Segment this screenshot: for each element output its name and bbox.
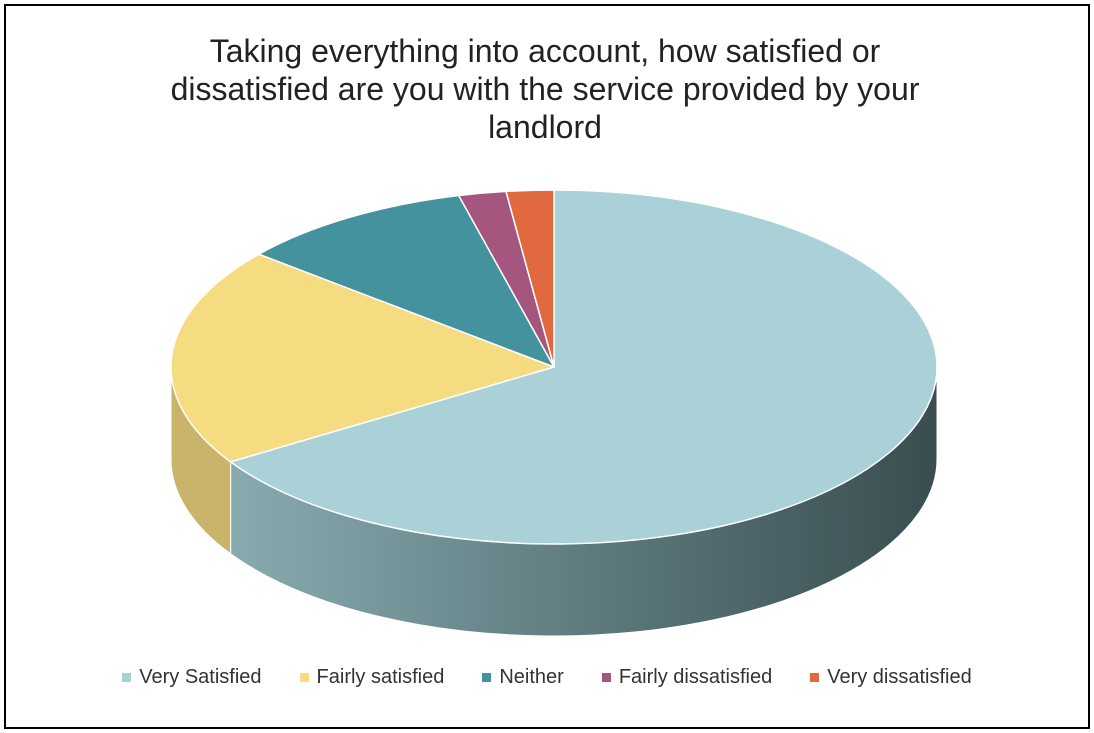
- legend-label-0: Very Satisfied: [139, 665, 262, 688]
- legend-item-0: Very Satisfied: [122, 665, 262, 689]
- legend-item-4: Very dissatisfied: [810, 666, 972, 689]
- legend-swatch-2: [482, 672, 492, 682]
- pie-slice-4: [505, 189, 555, 368]
- legend-label-1: Fairly satisfied: [316, 665, 445, 688]
- legend-label-3: Fairly dissatisfied: [618, 665, 773, 688]
- legend-label-2: Neither: [499, 665, 564, 688]
- legend-item-1: Fairly satisfied: [299, 665, 445, 689]
- pie-slice-2: [258, 194, 555, 368]
- pie-slice-0: [229, 189, 938, 545]
- chart-title: Taking everything into account, how sati…: [170, 33, 920, 145]
- pie-slice-1: [170, 253, 555, 463]
- legend-swatch-1: [299, 672, 309, 682]
- legend-item-2: Neither: [482, 665, 564, 689]
- pie-top-layer: [170, 189, 938, 545]
- chart-legend: Very Satisfied Fairly satisfied Neither Fai…: [0, 662, 1094, 692]
- legend-swatch-3: [601, 672, 611, 682]
- legend-swatch-0: [122, 672, 132, 682]
- legend-item-3: Fairly dissatisfied: [601, 665, 773, 689]
- legend-label-4: Very dissatisfied: [827, 665, 972, 688]
- legend-swatch-4: [810, 672, 820, 682]
